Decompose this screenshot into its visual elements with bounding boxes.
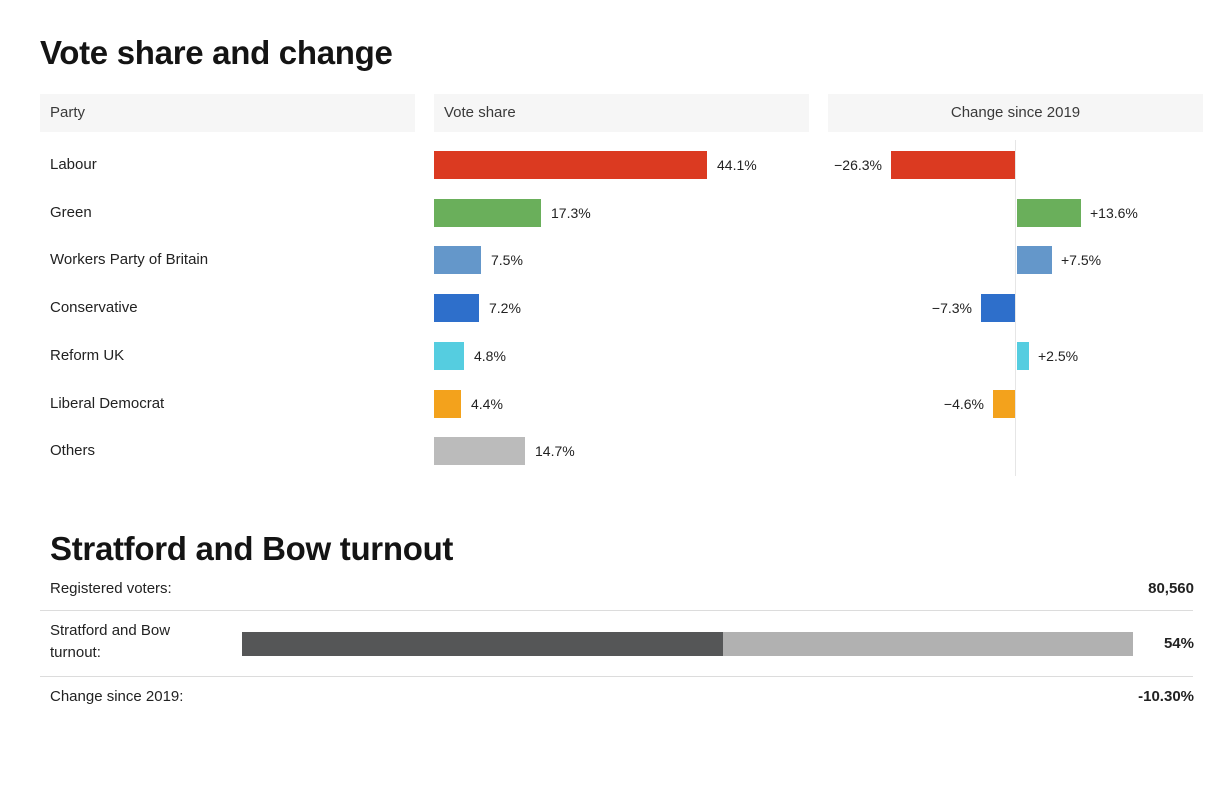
vote-share-bar-liberal-democrat bbox=[434, 390, 461, 418]
change-bar-liberal-democrat bbox=[993, 390, 1015, 418]
vote-share-label-others: 14.7% bbox=[535, 443, 575, 459]
turnout-value: 54% bbox=[1163, 635, 1194, 652]
party-label-liberal-democrat: Liberal Democrat bbox=[50, 395, 165, 412]
change-label-liberal-democrat: −4.6% bbox=[943, 396, 984, 412]
change-label-green: +13.6% bbox=[1090, 205, 1138, 221]
party-label-reform-uk: Reform UK bbox=[50, 347, 125, 364]
vote-share-bar-conservative bbox=[434, 294, 479, 322]
turnout-bar-track bbox=[242, 632, 1133, 656]
change-bar-reform-uk bbox=[1017, 342, 1029, 370]
vote-share-label-labour: 44.1% bbox=[717, 157, 757, 173]
change-label-workers-party-of-britain: +7.5% bbox=[1061, 252, 1102, 268]
vote-share-bar-others bbox=[434, 437, 525, 465]
vote-share-label-reform-uk: 4.8% bbox=[474, 348, 506, 364]
change-column-header: Change since 2019 bbox=[828, 94, 1203, 132]
change-bar-labour bbox=[891, 151, 1015, 179]
vote-share-label-workers-party-of-britain: 7.5% bbox=[491, 252, 523, 268]
turnout-change-value: -10.30% bbox=[1138, 688, 1194, 705]
party-label-labour: Labour bbox=[50, 156, 97, 173]
change-bar-green bbox=[1017, 199, 1081, 227]
turnout-label: Stratford and Bow turnout: bbox=[50, 622, 171, 661]
chart-title: Vote share and change bbox=[40, 34, 393, 71]
turnout-divider-2 bbox=[40, 676, 1193, 677]
turnout-title: Stratford and Bow turnout bbox=[50, 530, 454, 567]
turnout-change-label: Change since 2019: bbox=[50, 688, 184, 705]
change-zero-axis bbox=[1015, 140, 1016, 476]
change-bar-conservative bbox=[981, 294, 1015, 322]
party-label-others: Others bbox=[50, 442, 96, 459]
vote-share-column-header: Vote share bbox=[434, 94, 809, 132]
registered-voters-label: Registered voters: bbox=[50, 580, 172, 597]
party-column-header: Party bbox=[40, 94, 415, 132]
registered-voters-value: 80,560 bbox=[1148, 580, 1194, 597]
vote-share-bar-reform-uk bbox=[434, 342, 464, 370]
turnout-divider-1 bbox=[40, 610, 1193, 611]
party-label-conservative: Conservative bbox=[50, 299, 138, 316]
party-label-green: Green bbox=[50, 204, 92, 221]
change-label-labour: −26.3% bbox=[834, 157, 882, 173]
change-bar-workers-party-of-britain bbox=[1017, 246, 1052, 274]
vote-share-bar-labour bbox=[434, 151, 707, 179]
vote-share-bar-workers-party-of-britain bbox=[434, 246, 481, 274]
vote-share-label-green: 17.3% bbox=[551, 205, 591, 221]
turnout-bar-fill bbox=[242, 632, 724, 656]
vote-share-label-liberal-democrat: 4.4% bbox=[471, 396, 503, 412]
change-label-conservative: −7.3% bbox=[931, 300, 972, 316]
party-label-workers-party-of-britain: Workers Party of Britain bbox=[50, 251, 209, 268]
vote-share-label-conservative: 7.2% bbox=[489, 300, 521, 316]
vote-share-bar-green bbox=[434, 199, 541, 227]
change-label-reform-uk: +2.5% bbox=[1038, 348, 1079, 364]
